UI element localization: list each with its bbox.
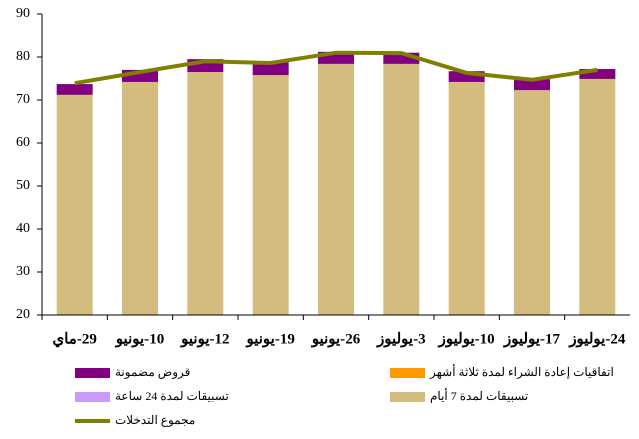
x-tick-label: 10-يوليوز <box>438 331 495 347</box>
x-tick-label: 3-يوليوز <box>376 331 426 347</box>
y-tick-label: 80 <box>16 49 30 64</box>
x-tick-label: 26-يونيو <box>311 331 361 347</box>
x-tick-label: 24-يوليوز <box>568 331 626 347</box>
bar-segment <box>383 52 420 64</box>
bar-segment <box>56 84 93 95</box>
legend-label: مجموع التدخلات <box>115 413 195 427</box>
bar-segment <box>56 94 93 315</box>
y-tick-label: 40 <box>16 221 30 236</box>
legend-label: اتفاقيات إعادة الشراء لمدة ثلاثة أشهر <box>429 364 614 380</box>
y-tick-label: 30 <box>16 264 30 279</box>
bar-segment <box>514 90 550 315</box>
bar-segment <box>579 69 616 79</box>
x-tick-label: 29-ماي <box>52 331 96 348</box>
bar-segment <box>579 78 616 316</box>
legend-marker <box>390 368 425 378</box>
x-tick-label: 12-يونيو <box>180 331 229 347</box>
x-tick-label: 19-يونيو <box>245 331 294 347</box>
y-tick-label: 60 <box>16 135 30 150</box>
legend-label: تسبيقات لمدة 24 ساعة <box>115 389 229 403</box>
legend-marker <box>75 368 110 378</box>
y-tick-label: 70 <box>16 92 30 107</box>
bar-segment <box>383 63 420 315</box>
y-tick-label: 50 <box>16 178 30 193</box>
bar-segment <box>448 71 485 82</box>
bar-segment <box>122 81 158 315</box>
y-tick-label: 20 <box>16 307 30 322</box>
bar-segment <box>318 63 354 315</box>
x-tick-label: 17-يوليوز <box>503 331 561 347</box>
legend-label: قروض مضمونة <box>115 365 190 379</box>
bar-segment <box>252 75 289 315</box>
bar-segment <box>252 62 289 76</box>
legend-marker <box>75 392 110 402</box>
y-tick-label: 90 <box>16 6 30 21</box>
legend-marker <box>390 392 425 402</box>
bar-segment <box>514 78 550 91</box>
total-line <box>74 50 598 86</box>
bar-segment <box>448 81 485 315</box>
x-tick-label: 10-يونيو <box>115 331 164 347</box>
bar-segment <box>187 72 224 315</box>
legend-label: تسبيقات لمدة 7 أيام <box>430 388 528 403</box>
